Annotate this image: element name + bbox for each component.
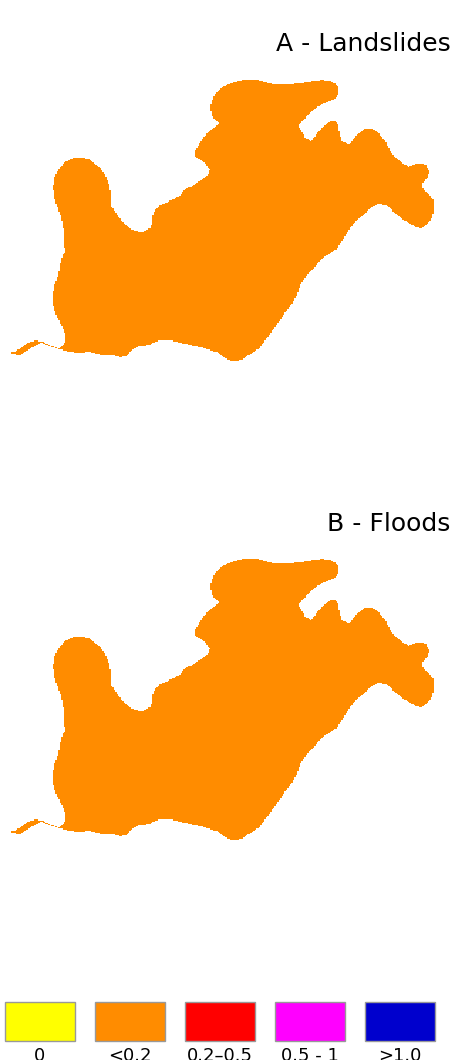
Text: <0.2: <0.2 (108, 1047, 152, 1060)
Text: 0.2–0.5: 0.2–0.5 (187, 1047, 253, 1060)
Text: 0: 0 (34, 1047, 46, 1060)
Text: 0.5 - 1: 0.5 - 1 (281, 1047, 339, 1060)
FancyBboxPatch shape (5, 1002, 75, 1041)
FancyBboxPatch shape (365, 1002, 435, 1041)
FancyBboxPatch shape (95, 1002, 165, 1041)
Text: >1.0: >1.0 (379, 1047, 422, 1060)
Text: B - Floods: B - Floods (327, 512, 450, 535)
FancyBboxPatch shape (275, 1002, 345, 1041)
Text: A - Landslides: A - Landslides (276, 33, 450, 56)
FancyBboxPatch shape (185, 1002, 255, 1041)
